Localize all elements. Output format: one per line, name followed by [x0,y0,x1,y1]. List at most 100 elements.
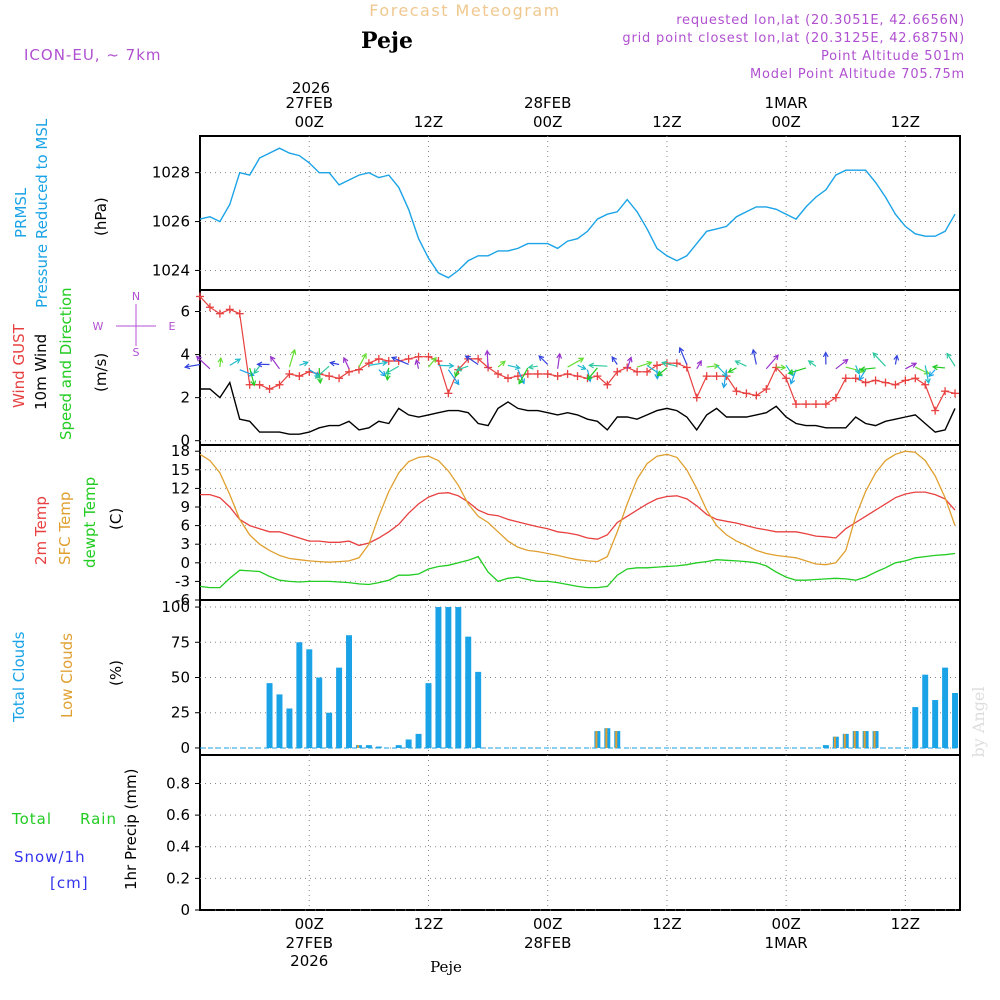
low-cloud-bar [843,733,846,748]
wind-arrow-shaft [905,362,917,370]
wind-arrow [464,355,479,365]
wind-arrow [905,362,918,370]
total-cloud-bar [475,671,482,748]
wind-arrow [217,356,224,368]
wind-arrow-head [217,356,224,363]
wind-arrow [343,356,350,370]
wind-arrow [447,369,460,386]
precip-rain-label: Rain [80,810,117,828]
gust-marker [811,400,820,409]
snow-unit-label: [cm] [50,874,89,892]
wind-arrow-head [195,355,202,362]
panels: 1024102610280246-6-303691215180255075100… [152,135,961,919]
gust-marker [821,400,830,409]
top-hour-label: 00Z [771,113,800,131]
low-cloud-bar [595,731,598,748]
panel-frame [199,444,961,601]
total-cloud-bar [435,607,442,748]
wind-arrow-head [807,360,814,366]
ytick-label: 4 [180,346,190,364]
chart-title: Forecast Meteogram [369,1,560,20]
wind-arrow-shaft [723,369,728,388]
panel-precip: 0 0.2 0.4 0.6 0.8 [166,754,961,919]
ytick-label: 0.6 [166,806,190,824]
wind-arrow-head [893,354,900,361]
gust-marker [911,374,920,383]
gust-marker [732,387,741,396]
wind-arrow [751,348,757,365]
wind-arrow [497,360,506,368]
total-cloud-bar [395,745,402,748]
gust-marker [325,372,334,381]
t2m-line [200,491,956,547]
gust-marker [692,393,701,402]
wind-arrow-shaft [486,350,489,369]
wind-arrow-shaft [497,360,506,368]
wind-arrow-head [329,360,336,367]
wind-arrow [269,355,280,370]
gust-marker [275,380,284,389]
wind-arrow-head [384,369,391,375]
wind-arrow-shaft [528,365,538,369]
gust-marker [205,303,214,312]
wind-arrow-head [431,356,437,363]
wind-arrow-head [269,355,276,362]
sfc-label: SFC Temp [56,492,74,565]
ytick-label: 75 [171,633,190,651]
gust-marker [951,389,960,398]
wind-arrow-head [872,352,879,359]
wind-arrow-head [859,366,866,372]
ytick-label: 50 [171,669,190,687]
total-cloud-bar [365,745,372,748]
wind-arrow-shaft [229,358,241,366]
ytick-label: 2 [180,389,190,407]
wind-arrow [586,367,598,381]
gust-marker [345,367,354,376]
wind-arrow [787,367,807,375]
gust-marker [871,376,880,385]
gust-marker [851,374,860,383]
wind-arrow [518,367,529,385]
compass-w: W [93,320,104,333]
gust-marker [941,387,950,396]
wind-arrow-shaft [385,365,399,375]
wind-arrow-head [455,365,462,372]
gust-marker [424,352,433,361]
wind-arrow [358,352,367,368]
wind-arrow [924,365,931,385]
wind-unit: (m/s) [92,353,110,392]
ytick-label: 1026 [152,213,190,231]
wind-arrow-head [854,368,861,375]
wind-arrow-shaft [391,356,409,366]
wind-arrow-shaft [808,360,817,367]
wind-arrow-shaft [315,365,330,379]
ytick-label: 6 [180,517,190,535]
wind-arrow-shaft [657,367,668,376]
wind-arrow [626,356,633,369]
gust-marker [802,400,811,409]
wind-dir-label: Speed and Direction [57,287,75,440]
wind-arrow [872,352,886,367]
gust-marker [335,374,344,383]
wind-arrow [438,362,455,369]
wind-arrow [789,369,797,385]
wind-arrow [308,369,321,377]
gust-marker [543,369,552,378]
low-cloud-bar [833,736,836,748]
ytick-label: 18 [171,442,190,460]
wind-arrow-head [858,374,865,381]
sfc-temp-line [199,450,956,566]
wind-arrow-shaft [368,361,387,366]
top-hour-label: 00Z [295,113,324,131]
wind-arrow-head [588,362,595,369]
gust-marker [364,359,373,368]
gridpoint-coords: grid point closest lon,lat (20.3125E, 42… [622,31,965,46]
wind-arrow [507,364,521,370]
bottom-hour-label: 12Z [891,915,920,933]
wind-arrow-head [183,363,191,370]
location-title: Peje [361,28,413,54]
wind-arrow [577,364,587,370]
wind-arrow-head [527,364,534,370]
wind-arrow [368,360,388,367]
wind-arrow-head [499,360,506,367]
